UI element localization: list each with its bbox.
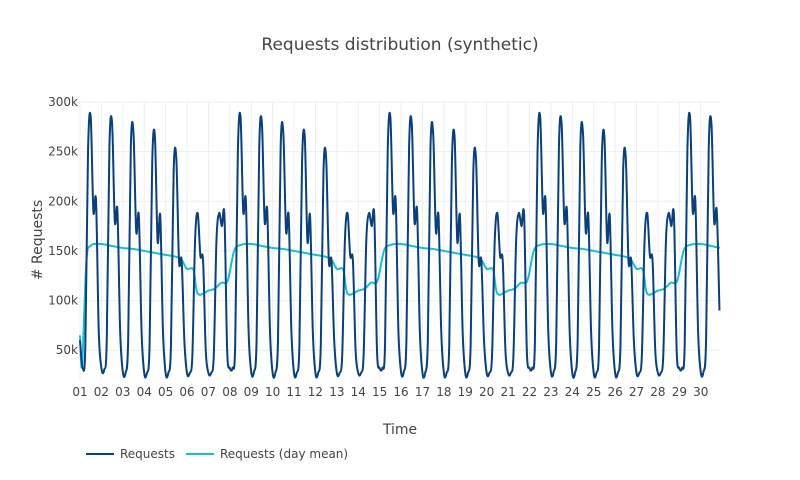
x-tick-label: 12 xyxy=(308,385,323,399)
series-line-requests xyxy=(79,111,721,379)
x-tick-label: 30 xyxy=(693,385,708,399)
x-tick-label: 07 xyxy=(201,385,216,399)
x-tick-label: 20 xyxy=(479,385,494,399)
x-tick-label: 17 xyxy=(415,385,430,399)
x-tick-label: 04 xyxy=(137,385,152,399)
legend-label-day-mean: Requests (day mean) xyxy=(220,447,348,461)
x-tick-label: 06 xyxy=(179,385,194,399)
x-tick-label: 03 xyxy=(115,385,130,399)
x-tick-label: 24 xyxy=(565,385,580,399)
x-tick-label: 02 xyxy=(94,385,109,399)
x-tick-label: 19 xyxy=(458,385,473,399)
x-tick-label: 21 xyxy=(500,385,515,399)
x-tick-label: 22 xyxy=(522,385,537,399)
x-tick-label: 28 xyxy=(650,385,665,399)
series-layer xyxy=(79,111,721,379)
x-tick-label: 18 xyxy=(436,385,451,399)
y-tick-label: 150k xyxy=(48,244,78,258)
x-axis-ticks: 01 02 03 04 05 06 07 08 09 10 11 12 13 14 15 16 17 18 19 20… xyxy=(72,385,708,399)
chart-title: Requests distribution (synthetic) xyxy=(261,35,538,55)
x-tick-label: 23 xyxy=(543,385,558,399)
legend-item-day-mean[interactable]: Requests (day mean) xyxy=(186,447,348,461)
legend: Requests Requests (day mean) xyxy=(86,447,348,461)
y-tick-label: 250k xyxy=(48,145,78,159)
x-tick-label: 13 xyxy=(329,385,344,399)
grid-layer xyxy=(79,101,720,380)
x-tick-label: 16 xyxy=(393,385,408,399)
x-tick-label: 27 xyxy=(629,385,644,399)
x-tick-label: 08 xyxy=(222,385,237,399)
y-axis-title: # Requests xyxy=(30,200,46,280)
x-tick-label: 14 xyxy=(351,385,366,399)
x-tick-label: 10 xyxy=(265,385,280,399)
x-axis-title: Time xyxy=(382,422,417,438)
x-tick-label: 29 xyxy=(672,385,687,399)
x-tick-label: 05 xyxy=(158,385,173,399)
x-tick-label: 15 xyxy=(372,385,387,399)
x-tick-label: 01 xyxy=(72,385,87,399)
y-tick-label: 50k xyxy=(56,343,78,357)
x-tick-label: 09 xyxy=(244,385,259,399)
x-tick-label: 11 xyxy=(286,385,301,399)
y-tick-label: 300k xyxy=(48,95,78,109)
x-tick-label: 26 xyxy=(607,385,622,399)
y-axis-ticks: 50k 100k 150k 200k 250k 300k xyxy=(48,95,78,357)
y-tick-label: 200k xyxy=(48,194,78,208)
legend-label-requests: Requests xyxy=(120,447,175,461)
y-tick-label: 100k xyxy=(48,294,78,308)
legend-item-requests[interactable]: Requests xyxy=(86,447,175,461)
x-tick-label: 25 xyxy=(586,385,601,399)
